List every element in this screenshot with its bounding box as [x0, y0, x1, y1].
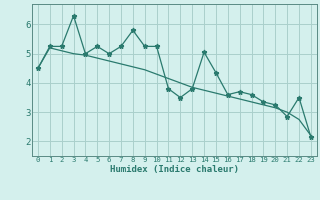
X-axis label: Humidex (Indice chaleur): Humidex (Indice chaleur): [110, 165, 239, 174]
